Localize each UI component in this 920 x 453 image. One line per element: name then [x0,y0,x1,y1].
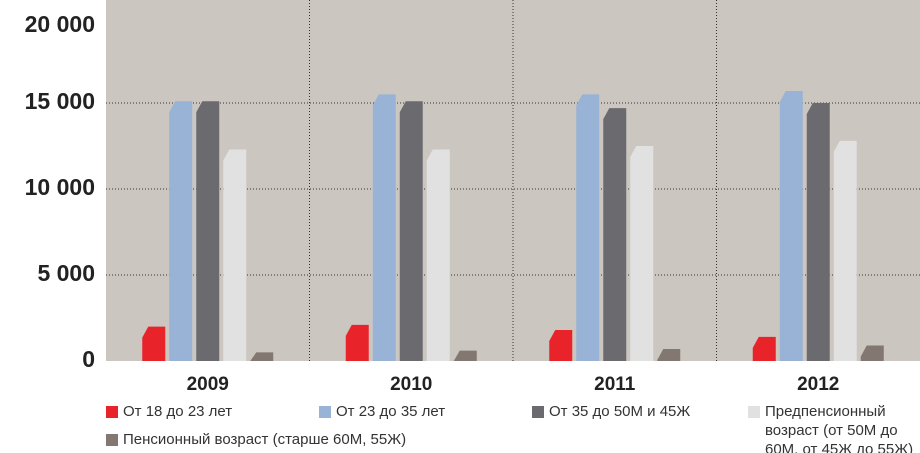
bar [833,140,857,361]
legend-item: Предпенсионный возраст (от 50М до 60М, о… [748,402,920,453]
y-tick-label: 20 000 [25,11,95,37]
bar [576,94,600,362]
x-tick-label: 2009 [187,374,229,395]
bar [372,94,396,362]
legend-label: Пенсионный возраст (старше 60М, 55Ж) [123,431,407,448]
bar [806,103,830,361]
legend-label: От 18 до 23 лет [123,403,233,420]
legend-label: От 23 до 35 лет [336,403,446,420]
legend-swatch [106,406,118,418]
bar [630,146,654,361]
bar [142,326,166,361]
y-tick-label: 5 000 [37,260,95,286]
y-tick-label: 10 000 [25,174,95,200]
legend-swatch [106,434,118,446]
legend-item: Пенсионный возраст (старше 60М, 55Ж) [106,430,506,449]
legend-label: От 35 до 50М и 45Ж [549,403,691,420]
legend-label: Предпенсионный возраст (от 50М до 60М, о… [765,403,914,453]
y-tick-label: 15 000 [25,88,95,114]
bar [426,149,450,361]
bar [603,108,627,361]
legend-swatch [748,406,760,418]
x-tick-label: 2012 [797,374,839,395]
bar [779,90,803,362]
legend-item: От 35 до 50М и 45Ж [532,402,732,421]
legend-item: От 18 до 23 лет [106,402,306,421]
y-tick-label: 0 [82,346,95,372]
bar [345,324,369,361]
bar [752,336,776,361]
x-tick-label: 2011 [594,374,636,395]
bar [169,101,193,361]
bar [223,149,247,361]
legend-swatch [532,406,544,418]
bar [549,330,573,361]
bar [399,101,423,361]
legend-swatch [319,406,331,418]
bar [196,101,220,361]
bar [453,350,477,361]
plot: 0 5 000 10 000 15 000 20 000 2009 2010 2011 2012 [25,0,920,395]
bar [250,352,274,361]
x-tick-label: 2010 [390,374,432,395]
legend-item: От 23 до 35 лет [319,402,519,421]
bar [860,345,884,361]
bar [657,348,681,361]
